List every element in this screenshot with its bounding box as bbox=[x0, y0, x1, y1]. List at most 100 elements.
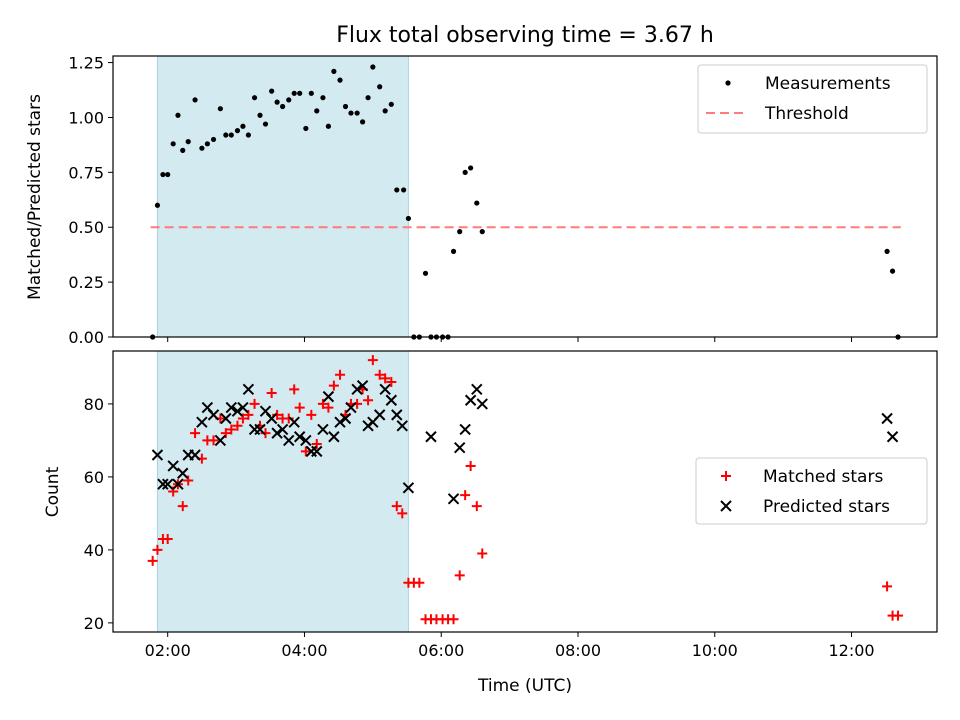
predicted-stars-point bbox=[351, 383, 363, 396]
measurements-point bbox=[331, 68, 337, 74]
measurements-point bbox=[291, 90, 297, 96]
predicted-stars-point bbox=[453, 442, 466, 454]
top-ytick-label: 0.75 bbox=[68, 163, 104, 182]
matched-stars-point bbox=[266, 387, 277, 398]
matched-stars-point bbox=[232, 420, 243, 431]
top-ytick-label: 1.00 bbox=[68, 108, 104, 127]
predicted-stars-point bbox=[447, 493, 460, 505]
predicted-stars-point bbox=[293, 431, 306, 443]
measurements-point bbox=[303, 125, 309, 132]
predicted-stars-point bbox=[373, 409, 386, 421]
matched-stars-point bbox=[465, 460, 476, 471]
measurements-point bbox=[382, 108, 388, 114]
legend-box bbox=[695, 457, 928, 525]
predicted-stars-point bbox=[157, 478, 169, 490]
measurements-point bbox=[394, 187, 400, 193]
matched-stars-point bbox=[147, 555, 158, 566]
measurements-point bbox=[337, 77, 343, 83]
predicted-stars-point bbox=[385, 394, 398, 406]
measurements-point bbox=[401, 187, 407, 193]
predicted-stars-point bbox=[288, 416, 300, 428]
measurements-point bbox=[889, 268, 896, 274]
matched-stars-point bbox=[367, 355, 378, 366]
measurements-point bbox=[228, 132, 234, 138]
measurements-point bbox=[262, 121, 269, 127]
matched-stars-point bbox=[311, 439, 322, 450]
predicted-stars-point bbox=[283, 434, 295, 447]
predicted-stars-point bbox=[396, 420, 408, 432]
bottom-ytick-label: 60 bbox=[84, 468, 104, 487]
legend-label-matched-stars: Matched stars bbox=[763, 467, 883, 487]
predicted-stars-point bbox=[177, 467, 189, 479]
predicted-stars-point bbox=[207, 409, 220, 421]
matched-stars-point bbox=[220, 428, 231, 439]
predicted-stars-point bbox=[339, 412, 352, 425]
chart-title: Flux total observing time = 3.67 h bbox=[336, 23, 714, 48]
predicted-stars-point bbox=[881, 412, 893, 425]
predicted-stars-point bbox=[214, 434, 227, 447]
predicted-stars-point bbox=[476, 398, 488, 410]
xtick-label: 04:00 bbox=[281, 641, 327, 660]
predicted-stars-point bbox=[172, 478, 184, 490]
measurements-point bbox=[251, 95, 258, 101]
measurements-point bbox=[175, 112, 181, 118]
matched-stars-point bbox=[289, 384, 300, 395]
predicted-stars-point bbox=[265, 412, 278, 425]
measurements-point bbox=[223, 132, 229, 138]
matched-stars-point bbox=[317, 398, 328, 409]
matched-stars-point bbox=[237, 413, 248, 424]
measurements-point bbox=[479, 229, 485, 235]
measurements-point bbox=[217, 106, 223, 112]
matched-stars-point bbox=[260, 428, 271, 439]
matched-stars-point bbox=[380, 373, 391, 384]
matched-stars-point bbox=[397, 508, 408, 519]
predicted-stars-point bbox=[189, 449, 201, 461]
measurements-point bbox=[192, 97, 198, 103]
bottom-axes-frame bbox=[112, 350, 938, 633]
predicted-stars-point bbox=[254, 423, 266, 436]
measurements-point bbox=[269, 88, 275, 94]
measurements-point bbox=[354, 110, 360, 116]
xtick-label: 12:00 bbox=[828, 641, 874, 660]
matched-stars-point bbox=[306, 409, 317, 420]
predicted-stars-point bbox=[196, 416, 208, 428]
measurements-point bbox=[286, 97, 292, 103]
legend-label-predicted-stars: Predicted stars bbox=[763, 497, 890, 517]
predicted-stars-point bbox=[220, 412, 232, 425]
top-legend: Measurements Threshold bbox=[697, 64, 928, 134]
measurements-point bbox=[365, 95, 371, 101]
predicted-stars-point bbox=[345, 401, 357, 414]
predicted-stars-point bbox=[391, 409, 403, 421]
matched-stars-point bbox=[893, 610, 904, 621]
predicted-stars-point bbox=[334, 416, 346, 428]
measurements-point bbox=[154, 202, 161, 208]
legend-box bbox=[697, 64, 928, 134]
measurements-point bbox=[377, 84, 383, 90]
predicted-stars-point bbox=[317, 423, 329, 436]
matched-stars-point bbox=[272, 409, 283, 420]
measurements-point bbox=[474, 200, 480, 206]
matched-stars-point bbox=[391, 501, 402, 512]
predicted-stars-point bbox=[402, 482, 415, 494]
bottom-shaded-interval bbox=[156, 350, 409, 633]
measurements-point bbox=[165, 171, 171, 178]
matched-stars-point bbox=[374, 369, 385, 380]
measurements-point bbox=[308, 90, 314, 96]
top-shaded-interval bbox=[156, 55, 409, 338]
predicted-stars-point bbox=[300, 434, 312, 447]
measurements-point bbox=[245, 132, 251, 138]
matched-stars-point bbox=[243, 409, 254, 420]
matched-stars-point bbox=[177, 501, 188, 512]
measurements-point bbox=[348, 110, 354, 116]
top-y-axis-label: Matched/Predicted stars bbox=[25, 94, 45, 300]
predicted-stars-point bbox=[471, 383, 483, 396]
bottom-ytick-label: 80 bbox=[84, 395, 104, 414]
bottom-panel: 20 40 60 80 02:00 04:00 06:00 08:00 10:00 12:00 Ma… bbox=[84, 350, 938, 660]
measurements-point bbox=[405, 215, 412, 222]
xtick-label: 06:00 bbox=[418, 641, 464, 660]
matched-stars-point bbox=[460, 490, 471, 501]
top-axes-frame bbox=[112, 55, 938, 338]
matched-stars-point bbox=[183, 475, 194, 486]
measurements-point bbox=[342, 103, 349, 110]
